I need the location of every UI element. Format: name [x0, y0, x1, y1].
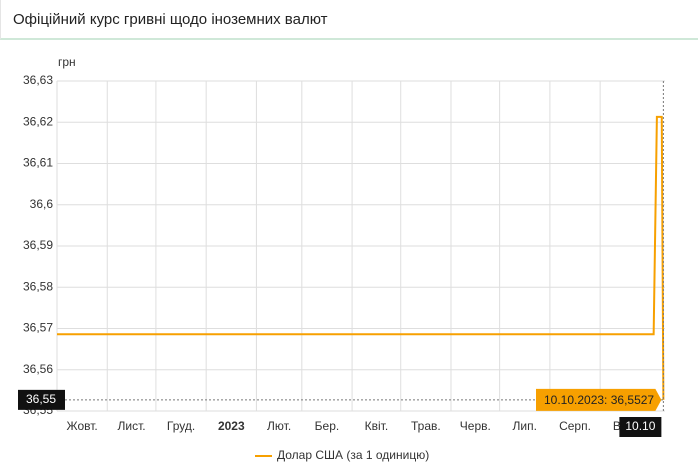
x-tick-label: Бер.	[315, 419, 340, 433]
y-tick-label: 36,57	[23, 321, 53, 335]
x-tick-label: Груд.	[167, 419, 195, 433]
crosshair-x-badge	[619, 417, 662, 437]
x-tick-label: Лют.	[267, 419, 291, 433]
line-series	[57, 115, 665, 400]
tooltip-text: 10.10.2023: 36,5527	[544, 393, 654, 407]
x-tick-label: Трав.	[411, 419, 441, 433]
x-tick-label: 2023	[218, 419, 245, 433]
crosshair-y-label: 36,55	[26, 392, 56, 406]
x-tick-label: Черв.	[460, 419, 491, 433]
y-tick-label: 36,63	[23, 73, 53, 87]
x-tick-label: Лип.	[513, 419, 537, 433]
header: Офіційний курс гривні щодо іноземних вал…	[0, 0, 698, 40]
x-tick-label: Жовт.	[67, 419, 98, 433]
y-tick-label: 36,6	[30, 197, 54, 211]
y-tick-label: 36,59	[23, 238, 53, 252]
legend-label: Долар США (за 1 одиницю)	[277, 448, 429, 462]
crosshair-y-badge	[18, 389, 65, 410]
y-axis-label: грн	[58, 55, 76, 69]
x-tick-label: Серп.	[559, 419, 591, 433]
y-tick-label: 36,61	[23, 156, 53, 170]
y-tick-label: 36,62	[23, 114, 53, 128]
y-tick-label: 36,56	[23, 362, 53, 376]
x-tick-label: Лист.	[118, 419, 146, 433]
chart-title: Офіційний курс гривні щодо іноземних вал…	[13, 11, 328, 28]
x-tick-label: Квіт.	[365, 419, 389, 433]
crosshair-x-label: 10.10	[625, 419, 655, 433]
y-tick-label: 36,58	[23, 279, 53, 293]
tooltip-box	[536, 388, 662, 411]
